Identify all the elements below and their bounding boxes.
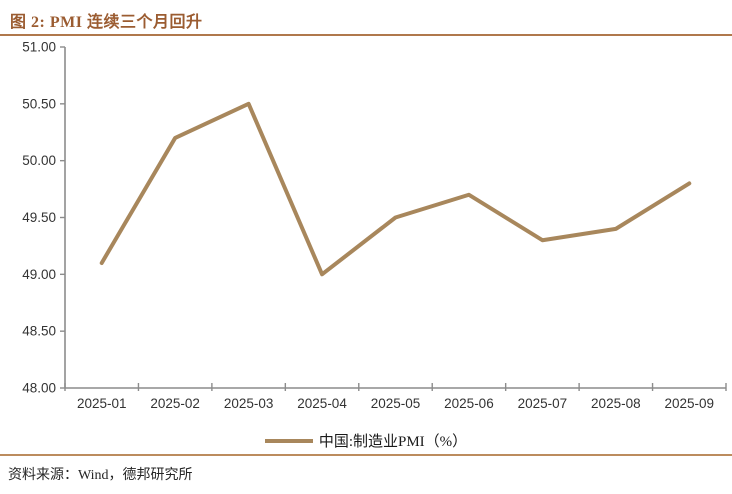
legend-series-label: 中国:制造业PMI（%） xyxy=(318,434,468,450)
svg-text:2025-05: 2025-05 xyxy=(371,396,421,411)
svg-text:48.00: 48.00 xyxy=(22,381,56,396)
source-attribution: 资料来源：Wind，德邦研究所 xyxy=(8,468,193,483)
footer-divider-rule xyxy=(0,454,732,456)
svg-text:2025-01: 2025-01 xyxy=(77,396,127,411)
figure-title: 图 2: PMI 连续三个月回升 xyxy=(10,8,202,32)
pmi-line-chart: 48.00 48.50 49.00 49.50 50.00 50.50 51.00 2025-… xyxy=(22,40,727,411)
legend-line-swatch xyxy=(264,438,313,443)
chart-area: 48.00 48.50 49.00 49.50 50.00 50.50 51.00 2025-… xyxy=(0,40,732,422)
svg-text:2025-03: 2025-03 xyxy=(224,396,274,411)
title-underline-rule xyxy=(0,34,732,36)
svg-text:48.50: 48.50 xyxy=(22,324,56,339)
svg-text:2025-06: 2025-06 xyxy=(444,396,494,411)
svg-text:49.00: 49.00 xyxy=(22,267,56,282)
svg-text:2025-04: 2025-04 xyxy=(297,396,347,411)
svg-text:2025-02: 2025-02 xyxy=(150,396,200,411)
svg-text:49.50: 49.50 xyxy=(22,210,56,225)
figure-label: 图 2: xyxy=(10,14,46,31)
svg-text:2025-07: 2025-07 xyxy=(518,396,568,411)
svg-text:51.00: 51.00 xyxy=(22,40,56,55)
svg-text:50.00: 50.00 xyxy=(22,153,56,168)
svg-text:2025-08: 2025-08 xyxy=(591,396,641,411)
chart-legend: 中国:制造业PMI（%） xyxy=(0,430,732,451)
svg-text:50.50: 50.50 xyxy=(22,96,56,111)
svg-text:2025-09: 2025-09 xyxy=(665,396,715,411)
figure-title-text: PMI 连续三个月回升 xyxy=(49,14,203,31)
